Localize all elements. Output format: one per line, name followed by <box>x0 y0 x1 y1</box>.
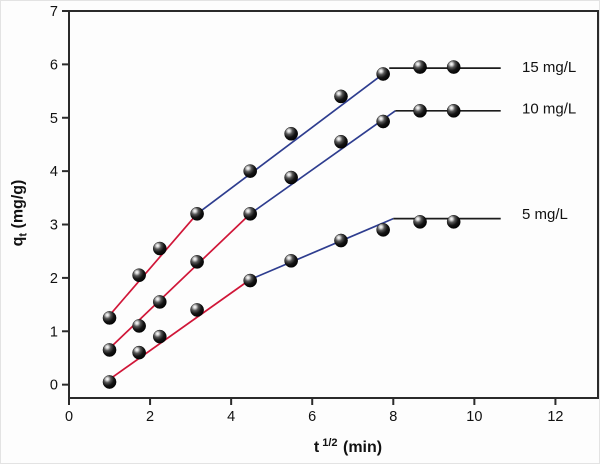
y-tick-label: 0 <box>50 378 58 394</box>
y-tick-label: 4 <box>50 164 58 180</box>
data-point <box>132 268 146 283</box>
data-point <box>284 254 298 268</box>
data-point <box>413 215 427 229</box>
fit-segment-blue <box>196 73 384 215</box>
data-point <box>243 207 257 221</box>
series-label: 15 mg/L <box>522 59 576 76</box>
series-label: 5 mg/L <box>522 206 568 223</box>
data-point <box>446 60 461 74</box>
x-tick-label: 12 <box>547 409 563 425</box>
x-tick-label: 2 <box>146 409 154 425</box>
data-point <box>376 67 390 81</box>
x-axis-title: t 1/2 (min) <box>313 436 383 457</box>
series-label: 10 mg/L <box>522 101 576 118</box>
x-axis-title-base: t <box>313 439 320 457</box>
data-point <box>153 241 167 256</box>
x-axis-title-sup: 1/2 <box>322 436 338 449</box>
data-point <box>190 255 204 269</box>
data-point <box>102 375 117 389</box>
y-axis-title-sub: t <box>17 232 30 237</box>
data-point <box>153 329 167 344</box>
fit-segment-blue <box>249 110 396 215</box>
data-point <box>446 215 461 229</box>
fit-segment-blue <box>249 217 394 281</box>
fit-segment-red <box>109 278 251 381</box>
axis-frame <box>68 10 599 399</box>
y-axis-title: qt (mg/g) <box>9 179 30 247</box>
x-tick-label: 8 <box>389 409 397 425</box>
data-point <box>243 273 257 288</box>
y-tick-label: 1 <box>50 324 58 340</box>
data-point <box>102 311 117 325</box>
data-point <box>190 207 204 221</box>
y-axis-title-base: q <box>9 236 27 247</box>
data-point <box>334 134 348 149</box>
x-tick-label: 10 <box>466 409 482 425</box>
data-point <box>413 60 427 74</box>
data-point <box>376 114 390 129</box>
data-point <box>334 89 348 104</box>
y-tick-label: 5 <box>50 111 58 127</box>
y-tick-label: 7 <box>50 4 58 20</box>
x-tick-label: 4 <box>227 409 235 425</box>
data-point <box>334 233 348 248</box>
x-tick-label: 6 <box>308 409 316 425</box>
data-point <box>413 104 427 118</box>
data-point <box>102 343 117 357</box>
data-point <box>132 319 146 333</box>
data-point <box>190 303 204 317</box>
data-point <box>243 164 257 178</box>
fit-segment-red <box>108 213 198 316</box>
y-tick-label: 6 <box>50 57 58 73</box>
data-point <box>284 126 298 141</box>
data-point <box>376 223 390 237</box>
y-tick-label: 2 <box>50 271 58 287</box>
data-point <box>132 345 146 360</box>
x-axis-title-rest: (min) <box>338 439 383 457</box>
data-point <box>446 104 461 118</box>
y-tick-label: 3 <box>50 218 58 234</box>
data-point <box>153 295 167 309</box>
data-point <box>284 170 298 185</box>
y-axis-title-rest: (mg/g) <box>9 179 27 233</box>
x-tick-label: 0 <box>65 409 73 425</box>
